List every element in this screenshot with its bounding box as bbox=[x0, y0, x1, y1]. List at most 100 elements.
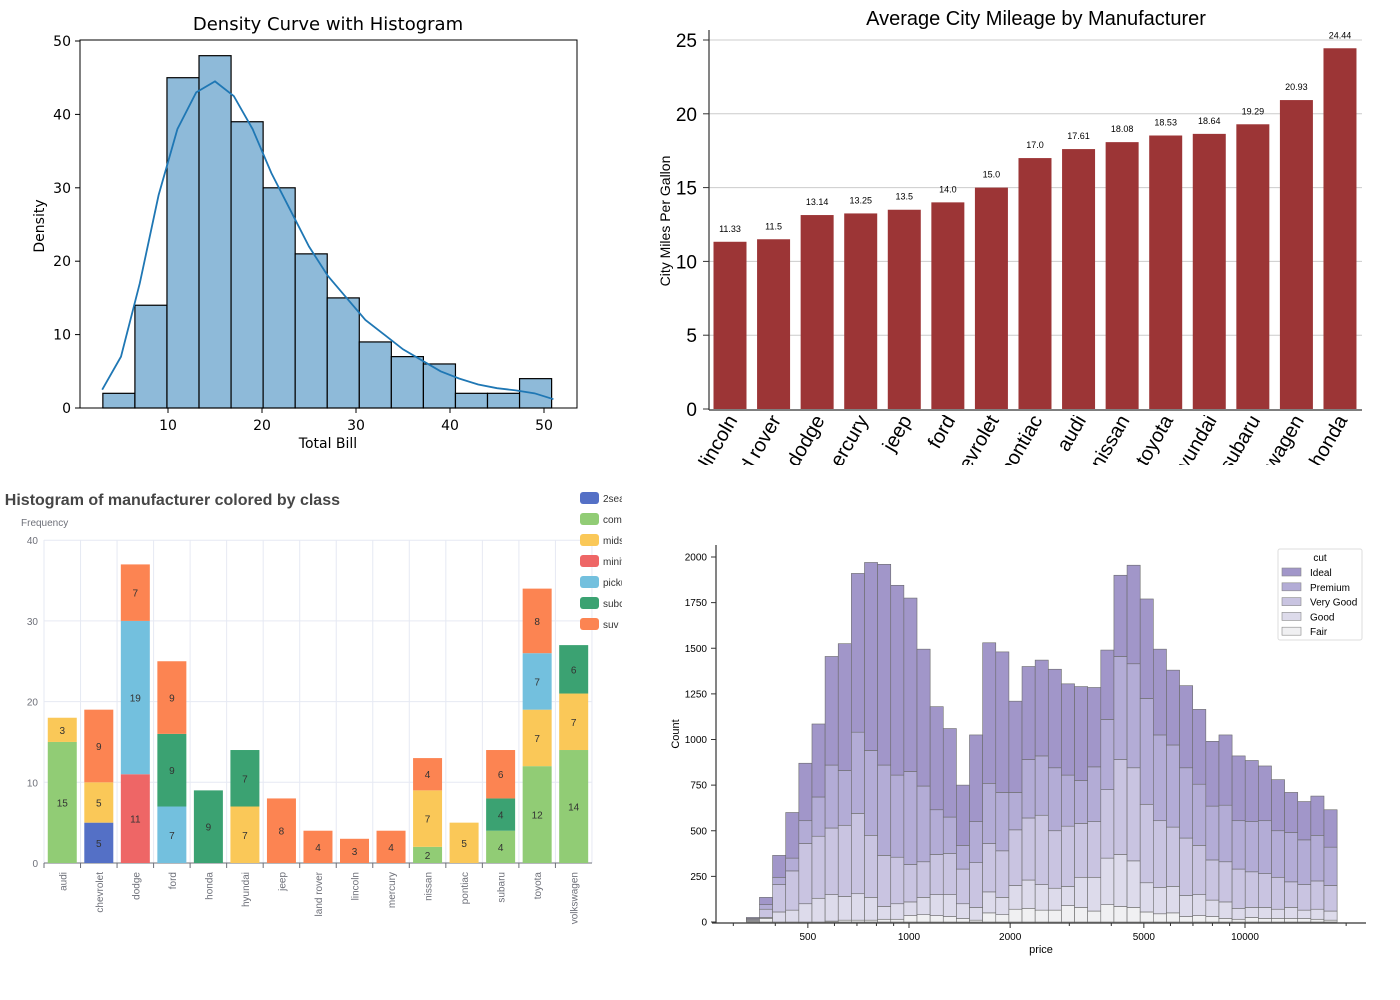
histogram-bar-segment bbox=[864, 562, 878, 751]
histogram-bar-segment bbox=[1218, 861, 1233, 903]
bar-value-label: 20.93 bbox=[1285, 82, 1308, 92]
histogram-bar-segment bbox=[1061, 905, 1075, 923]
histogram-bar-segment bbox=[864, 750, 878, 836]
histogram-bar-segment bbox=[1218, 734, 1233, 806]
stacked-bar-segment bbox=[522, 653, 552, 710]
legend-swatch bbox=[1281, 597, 1302, 606]
histogram-bar-segment bbox=[759, 904, 773, 910]
histogram-bar-segment bbox=[1008, 700, 1023, 793]
bar-value-label: 11.5 bbox=[765, 221, 782, 231]
histogram-bar-segment bbox=[1113, 759, 1128, 855]
histogram-bar-segment bbox=[864, 835, 878, 898]
histogram-bar-segment bbox=[995, 792, 1010, 852]
histogram-bar-segment bbox=[1139, 803, 1154, 884]
histogram-bar-segment bbox=[1047, 830, 1062, 889]
histogram-bar-segment bbox=[1179, 767, 1194, 839]
histogram-bar-segment bbox=[1008, 885, 1023, 910]
stacked-bar-segment bbox=[413, 758, 443, 791]
histogram-bar-segment bbox=[942, 728, 957, 818]
histogram-bar-segment bbox=[929, 915, 944, 923]
histogram-bar-segment bbox=[1205, 916, 1220, 923]
histogram-bar-segment bbox=[1034, 755, 1049, 816]
stacked-bar-segment bbox=[120, 620, 150, 775]
x-tick-label: 10000 bbox=[1231, 932, 1259, 943]
legend-label: Premium bbox=[1310, 583, 1350, 594]
histogram-bar-segment bbox=[824, 827, 839, 895]
histogram-bar-segment bbox=[1153, 734, 1167, 822]
y-tick-label: 500 bbox=[690, 826, 707, 837]
histogram-bar-segment bbox=[995, 914, 1010, 923]
histogram-bar-segment bbox=[1323, 809, 1338, 848]
histogram-bar-segment bbox=[1297, 918, 1312, 923]
segment-value-label: 9 bbox=[169, 694, 175, 705]
histogram-bar-segment bbox=[1047, 767, 1062, 832]
segment-value-label: 4 bbox=[425, 770, 431, 781]
stacked-bar-segment bbox=[157, 733, 187, 807]
histogram-bar-segment bbox=[929, 706, 944, 811]
x-tick-label: land rover bbox=[314, 871, 325, 916]
legend-label: compact bbox=[603, 515, 641, 526]
histogram-bar-segment bbox=[903, 901, 918, 916]
x-tick-label: jeep bbox=[878, 412, 916, 457]
histogram-bar-segment bbox=[1126, 907, 1141, 923]
bar-value-label: 18.53 bbox=[1154, 117, 1177, 127]
histogram-bar-segment bbox=[772, 876, 787, 885]
histogram-bar-segment bbox=[982, 912, 997, 923]
chart-title: Density Curve with Histogram bbox=[193, 14, 463, 35]
histogram-bar-segment bbox=[1179, 837, 1194, 896]
histogram-bar-segment bbox=[877, 918, 892, 923]
histogram-bar bbox=[486, 392, 521, 409]
segment-value-label: 14 bbox=[568, 803, 580, 814]
y-tick-label: 0 bbox=[32, 859, 38, 870]
y-tick-label: 20 bbox=[676, 105, 697, 126]
histogram-bar-segment bbox=[1284, 881, 1299, 908]
histogram-bar-segment bbox=[1061, 886, 1075, 906]
histogram-bar-segment bbox=[1034, 659, 1049, 757]
y-tick-label: 0 bbox=[62, 401, 71, 417]
histogram-bar-segment bbox=[1166, 912, 1180, 923]
histogram-bar-segment bbox=[1087, 876, 1102, 912]
stacked-bar-segment bbox=[120, 564, 150, 621]
histogram-bar-segment bbox=[929, 809, 944, 855]
segment-value-label: 2 bbox=[425, 851, 431, 862]
histogram-bar-segment bbox=[1100, 719, 1115, 790]
histogram-bar-segment bbox=[1126, 564, 1141, 665]
histogram-bar-segment bbox=[837, 770, 852, 826]
bar bbox=[1018, 158, 1052, 409]
bar-value-label: 15.0 bbox=[983, 170, 1001, 180]
stacked-bar-segment bbox=[413, 790, 443, 847]
y-axis-label: Density bbox=[32, 199, 48, 252]
y-tick-label: 1000 bbox=[685, 735, 708, 746]
histogram-bar-segment bbox=[903, 597, 918, 772]
histogram-bar-segment bbox=[1008, 908, 1023, 923]
histogram-bar-segment bbox=[1284, 907, 1299, 919]
segment-value-label: 7 bbox=[571, 718, 577, 729]
histogram-bar-segment bbox=[1271, 779, 1285, 832]
histogram-bar-segment bbox=[890, 903, 905, 920]
y-tick-label: 25 bbox=[676, 31, 697, 52]
histogram-bar-segment bbox=[1166, 826, 1180, 887]
histogram-bar-segment bbox=[759, 897, 773, 905]
bar bbox=[1149, 135, 1183, 409]
histogram-bar-segment bbox=[890, 584, 905, 776]
segment-value-label: 6 bbox=[571, 665, 577, 676]
histogram-bar-segment bbox=[785, 870, 800, 911]
segment-value-label: 9 bbox=[96, 742, 102, 753]
y-axis-label: City Miles Per Gallon bbox=[657, 156, 673, 287]
legend-swatch bbox=[580, 576, 599, 588]
segment-value-label: 8 bbox=[279, 827, 285, 838]
x-tick-label: 1000 bbox=[898, 932, 921, 943]
x-tick-label: 5000 bbox=[1133, 932, 1156, 943]
y-tick-label: 30 bbox=[27, 617, 39, 628]
segment-value-label: 7 bbox=[242, 831, 248, 842]
histogram-bar-segment bbox=[929, 854, 944, 895]
segment-value-label: 19 bbox=[130, 694, 142, 705]
histogram-bar-segment bbox=[903, 864, 918, 903]
histogram-bar-segment bbox=[1179, 916, 1194, 923]
histogram-bar-segment bbox=[1192, 783, 1207, 846]
legend-label: midsize bbox=[603, 536, 637, 547]
histogram-bar-segment bbox=[982, 642, 997, 784]
segment-value-label: 4 bbox=[498, 843, 504, 854]
